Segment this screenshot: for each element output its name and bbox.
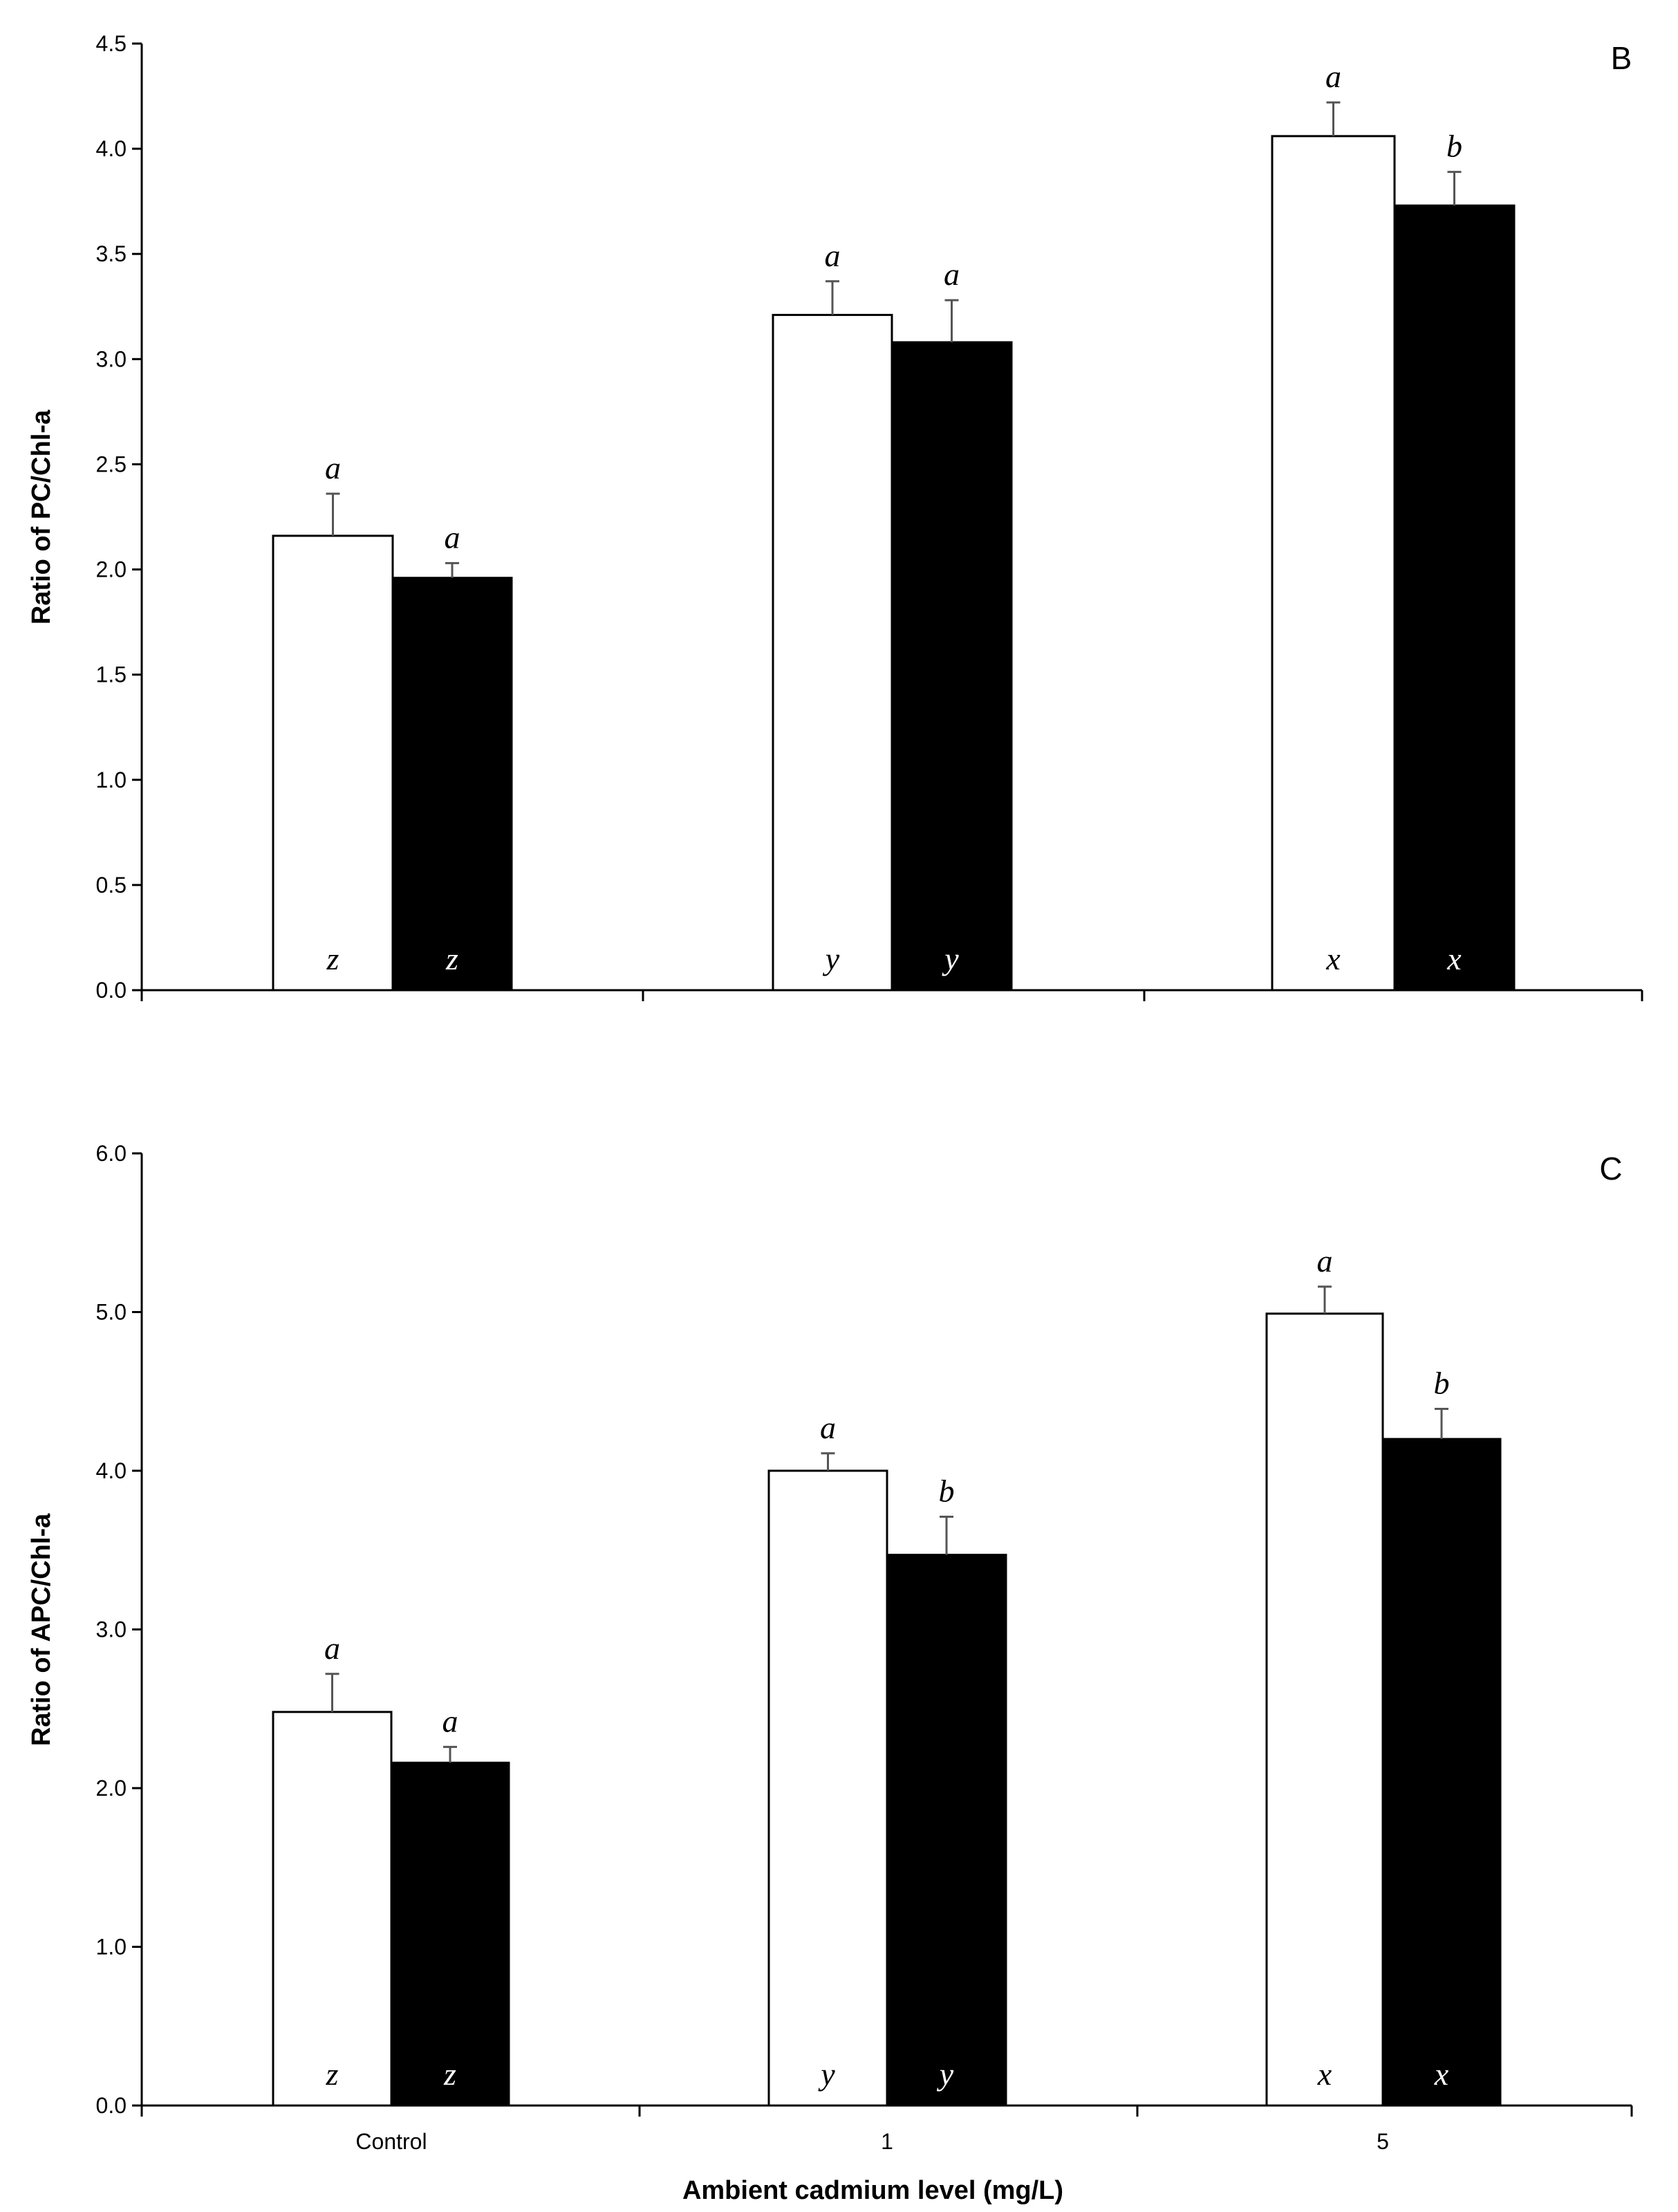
bar-open-5	[1265, 1312, 1384, 2107]
significance-letter-bottom: x	[1446, 941, 1462, 976]
significance-letter-bottom: z	[326, 2056, 339, 2092]
panel-b: 0.0 0.5 1.0 1.5 2.0 2.5 3.0 3.5 4.0 4.5 Ratio of P…	[27, 31, 1643, 1003]
y-tick-label: 4.0	[96, 136, 127, 161]
bar-filled-control	[390, 1761, 510, 2107]
x-category-label: 5	[1377, 2129, 1389, 2154]
bar-open-control	[272, 1711, 393, 2107]
y-tick-label: 2.0	[96, 557, 127, 582]
significance-letter-top: a	[820, 1410, 836, 1445]
y-tick-label: 4.5	[96, 31, 127, 56]
significance-letter-top: a	[442, 1703, 458, 1738]
y-tick-label: 4.0	[96, 1458, 127, 1483]
y-tick-label: 0.0	[96, 2093, 127, 2118]
y-tick-label: 5.0	[96, 1300, 127, 1325]
panel-label: B	[1611, 40, 1632, 76]
y-tick-label: 0.5	[96, 873, 127, 898]
y-axis-title: Ratio of APC/Chl-a	[27, 1513, 56, 1746]
y-tick-label: 1.0	[96, 1935, 127, 1960]
significance-letter-top: b	[1446, 129, 1462, 164]
significance-letter-top: a	[1325, 59, 1341, 94]
significance-letter-bottom: z	[445, 941, 458, 976]
significance-letter-bottom: x	[1434, 2056, 1449, 2092]
significance-letter-bottom: y	[937, 2056, 954, 2092]
panel-c: 0.0 1.0 2.0 3.0 4.0 5.0 6.0 Ratio of APC/Chl-a C…	[27, 1141, 1633, 2205]
y-axis-title: Ratio of PC/Chl-a	[27, 409, 56, 624]
y-tick-label: 1.5	[96, 662, 127, 687]
y-tick-label: 6.0	[96, 1141, 127, 1166]
significance-letter-top: a	[825, 238, 841, 273]
significance-letter-top: a	[324, 1630, 340, 1666]
significance-letter-top: a	[944, 257, 960, 292]
y-tick-label: 3.5	[96, 241, 127, 266]
y-tick-label: 3.0	[96, 1617, 127, 1642]
panel-label: C	[1599, 1151, 1622, 1187]
significance-letter-bottom: y	[823, 941, 840, 976]
y-tick-label: 0.0	[96, 978, 127, 1003]
x-category-label: Control	[355, 2129, 427, 2154]
significance-letter-bottom: z	[443, 2056, 456, 2092]
x-axis-title: Ambient cadmium level (mg/L)	[682, 2176, 1063, 2205]
significance-letter-bottom: y	[942, 941, 959, 976]
y-tick-label: 2.0	[96, 1776, 127, 1801]
y-tick-label: 3.0	[96, 346, 127, 371]
significance-letter-top: b	[939, 1474, 955, 1509]
significance-letter-top: a	[445, 519, 460, 555]
bar-filled-1	[891, 341, 1013, 992]
y-tick-label: 1.0	[96, 768, 127, 792]
bar-open-control	[272, 535, 394, 992]
significance-letter-top: b	[1434, 1365, 1450, 1400]
significance-letter-bottom: y	[818, 2056, 835, 2092]
significance-letter-bottom: x	[1325, 941, 1341, 976]
y-tick-label: 2.5	[96, 452, 127, 476]
bar-filled-5	[1393, 204, 1516, 992]
significance-letter-bottom: x	[1317, 2056, 1332, 2092]
bar-open-1	[767, 1469, 888, 2107]
bar-open-5	[1271, 135, 1396, 992]
bar-filled-5	[1381, 1438, 1502, 2107]
bar-open-1	[772, 313, 893, 992]
bar-filled-1	[886, 1554, 1007, 2107]
significance-letter-top: a	[1317, 1243, 1333, 1279]
x-category-label: 1	[881, 2129, 893, 2154]
bar-filled-control	[391, 577, 513, 992]
significance-letter-top: a	[325, 450, 341, 485]
significance-letter-bottom: z	[326, 941, 339, 976]
